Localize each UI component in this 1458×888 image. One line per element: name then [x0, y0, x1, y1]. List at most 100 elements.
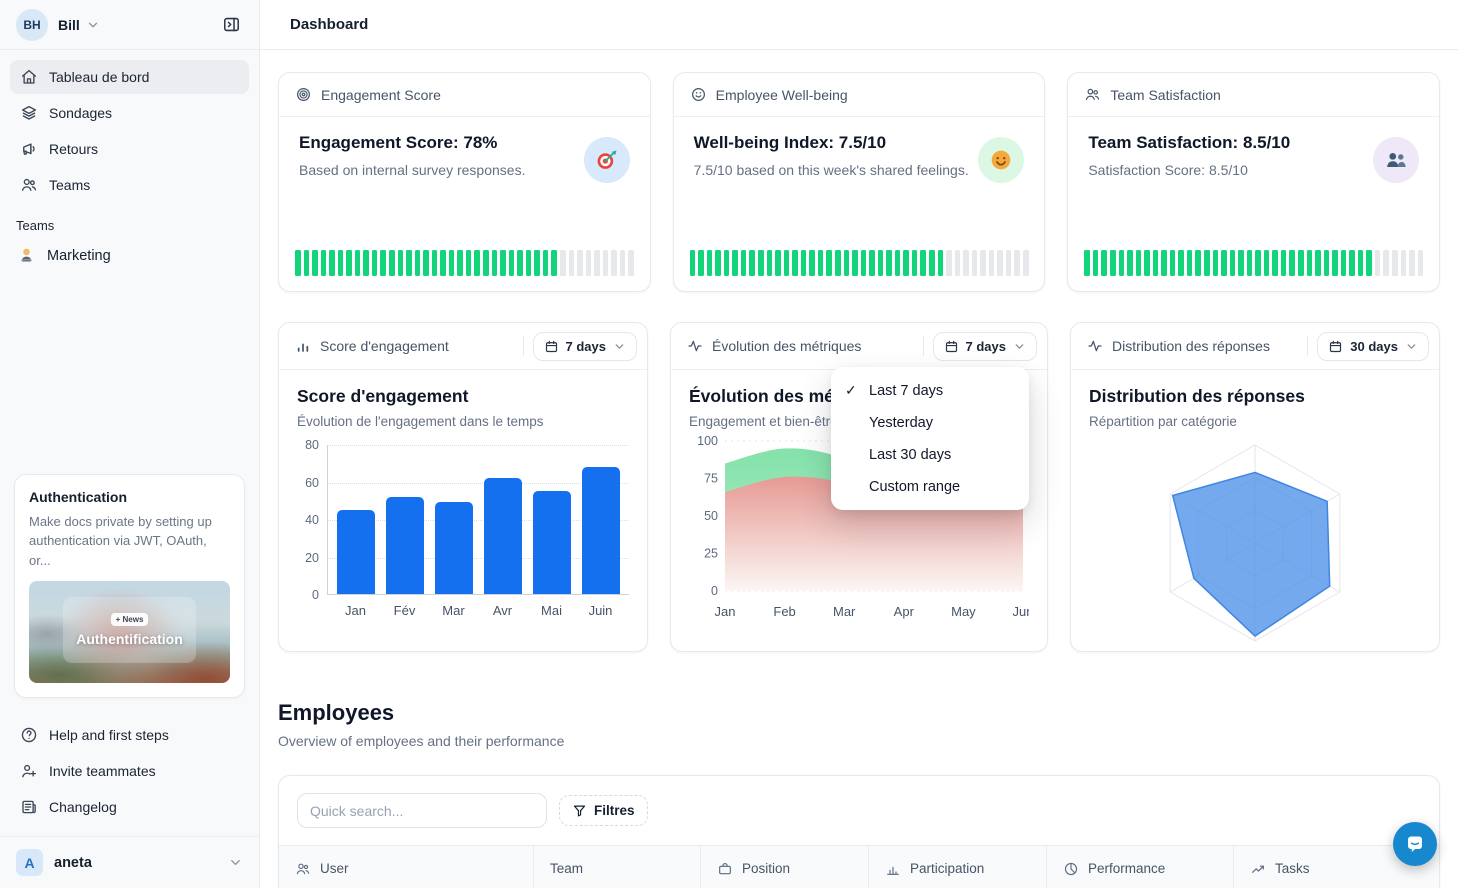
megaphone-icon: [20, 140, 38, 158]
progress-segment: [894, 250, 901, 276]
card-header: Employee Well-being: [673, 73, 1045, 117]
column-header-tasks[interactable]: Tasks: [1234, 846, 1439, 888]
date-range-label: 7 days: [965, 338, 1006, 354]
employees-toolbar: Filtres: [279, 776, 1439, 845]
chat-launcher-button[interactable]: [1393, 822, 1437, 866]
progress-segment: [775, 250, 781, 276]
progress-segment: [406, 250, 412, 276]
column-header-team[interactable]: Team: [534, 846, 701, 888]
date-range-button[interactable]: 7 days: [932, 331, 1037, 361]
progress-segment: [1186, 250, 1193, 276]
metric-title: Team Satisfaction: 8.5/10: [1088, 133, 1291, 152]
sidebar-spacer: [0, 272, 259, 474]
progress-segment: [1315, 250, 1321, 276]
progress-segment: [732, 250, 738, 276]
y-tick-label: 40: [305, 513, 319, 527]
chart-body: Score d'engagement Évolution de l'engage…: [279, 370, 647, 618]
sidebar-footer: Help and first steps Invite teammates Ch…: [0, 712, 259, 830]
metric-text: Engagement Score: 78% Based on internal …: [299, 133, 525, 250]
user-name[interactable]: Bill: [58, 16, 80, 33]
gridline: [328, 445, 629, 446]
promo-title: Authentication: [29, 488, 127, 505]
sidebar: BH Bill Tableau de bord: [0, 0, 260, 888]
promo-overlay-title: Authentification: [76, 630, 183, 647]
engagement-score-card: Engagement Score Engagement Score: 78% B…: [278, 72, 651, 292]
sidebar-item-changelog[interactable]: Changelog: [10, 790, 249, 824]
sidebar-nav: Tableau de bord Sondages Retours Teams: [0, 50, 259, 204]
evolution-chart-card: Évolution des métriques 7 days: [670, 322, 1048, 652]
progress-segment: [1323, 250, 1330, 276]
progress-segment: [1306, 250, 1313, 276]
progress-segment: [1280, 250, 1287, 276]
date-range-button[interactable]: 30 days: [1317, 331, 1429, 361]
promo-image-overlay: + News Authentification: [63, 597, 196, 663]
column-header-performance[interactable]: Performance: [1047, 846, 1234, 888]
y-axis: 0 20 40 60 80: [297, 438, 327, 602]
progress-segment: [1289, 250, 1295, 276]
menu-item-last-30-days[interactable]: Last 30 days: [831, 439, 1029, 471]
sidebar-item-invite[interactable]: Invite teammates: [10, 754, 249, 788]
home-icon: [20, 68, 38, 86]
y-tick-label: 20: [305, 550, 319, 565]
column-header-participation[interactable]: Participation: [869, 846, 1047, 888]
card-header-label: Employee Well-being: [715, 86, 848, 103]
chevron-down-icon: [1013, 340, 1026, 353]
progress-segment: [1178, 250, 1184, 276]
progress-segment: [1409, 250, 1415, 276]
workspace-switcher[interactable]: A aneta: [0, 836, 259, 888]
progress-segment: [542, 250, 549, 276]
activity-icon: [1087, 338, 1103, 354]
column-header-position[interactable]: Position: [701, 846, 869, 888]
progress-segment: [792, 250, 798, 276]
employees-title: Employees: [278, 700, 395, 725]
menu-item-custom-range[interactable]: Custom range: [831, 471, 1029, 503]
team-satisfaction-card: Team Satisfaction Team Satisfaction: 8.5…: [1067, 72, 1440, 292]
page-content: Engagement Score Engagement Score: 78% B…: [260, 50, 1458, 888]
column-header-user[interactable]: User: [279, 846, 534, 888]
progress-segment: [1135, 250, 1142, 276]
sidebar-collapse-button[interactable]: [218, 11, 245, 38]
metric-text: Team Satisfaction: 8.5/10 Satisfaction S…: [1088, 133, 1290, 250]
progress-segment: [706, 250, 713, 276]
progress-segment: [800, 250, 807, 276]
quick-search-input[interactable]: [297, 793, 547, 828]
footer-label: Invite teammates: [49, 763, 156, 779]
progress-segment: [551, 250, 557, 276]
progress-segment: [1246, 250, 1253, 276]
filters-button[interactable]: Filtres: [559, 795, 648, 826]
bar: [337, 509, 376, 594]
employees-table-card: Filtres User Team: [278, 775, 1440, 888]
metric-title: Well-being Index: 7.5/10: [693, 133, 887, 152]
svg-text:0: 0: [711, 584, 718, 598]
sidebar-item-tableau-de-bord[interactable]: Tableau de bord: [10, 60, 249, 94]
sidebar-item-sondages[interactable]: Sondages: [10, 96, 249, 130]
sidebar-item-marketing[interactable]: Marketing: [0, 239, 259, 272]
card-header: Engagement Score: [279, 73, 650, 117]
progress-segment: [1357, 250, 1364, 276]
progress-segment: [1212, 250, 1219, 276]
nav-label: Sondages: [49, 105, 113, 121]
date-range-button[interactable]: 7 days: [532, 331, 637, 361]
distribution-radar-chart: [1089, 433, 1421, 649]
sidebar-item-retours[interactable]: Retours: [10, 132, 249, 166]
menu-item-last-7-days[interactable]: ✓ Last 7 days: [831, 374, 1029, 407]
sidebar-item-teams[interactable]: Teams: [10, 168, 249, 202]
column-label: Team: [550, 861, 584, 876]
engagement-chart-card: Score d'engagement 7 days: [278, 322, 648, 652]
authentication-promo-card[interactable]: Authentication Make docs private by sett…: [14, 473, 245, 698]
technologist-emoji-icon: [18, 247, 35, 264]
gridline: [328, 520, 629, 521]
progress-segment: [826, 250, 832, 276]
chart-title: Score d'engagement: [297, 386, 469, 406]
x-tick-label: Juin: [588, 603, 613, 618]
user-avatar[interactable]: BH: [16, 8, 48, 41]
smiling-face-emoji-icon: [978, 137, 1025, 183]
progress-segment: [817, 250, 824, 276]
menu-item-yesterday[interactable]: Yesterday: [831, 407, 1029, 439]
progress-segment: [329, 250, 335, 276]
progress-segment: [1349, 250, 1355, 276]
sidebar-item-help[interactable]: Help and first steps: [10, 718, 249, 752]
progress-segment: [1221, 250, 1227, 276]
progress-segment: [312, 250, 318, 276]
